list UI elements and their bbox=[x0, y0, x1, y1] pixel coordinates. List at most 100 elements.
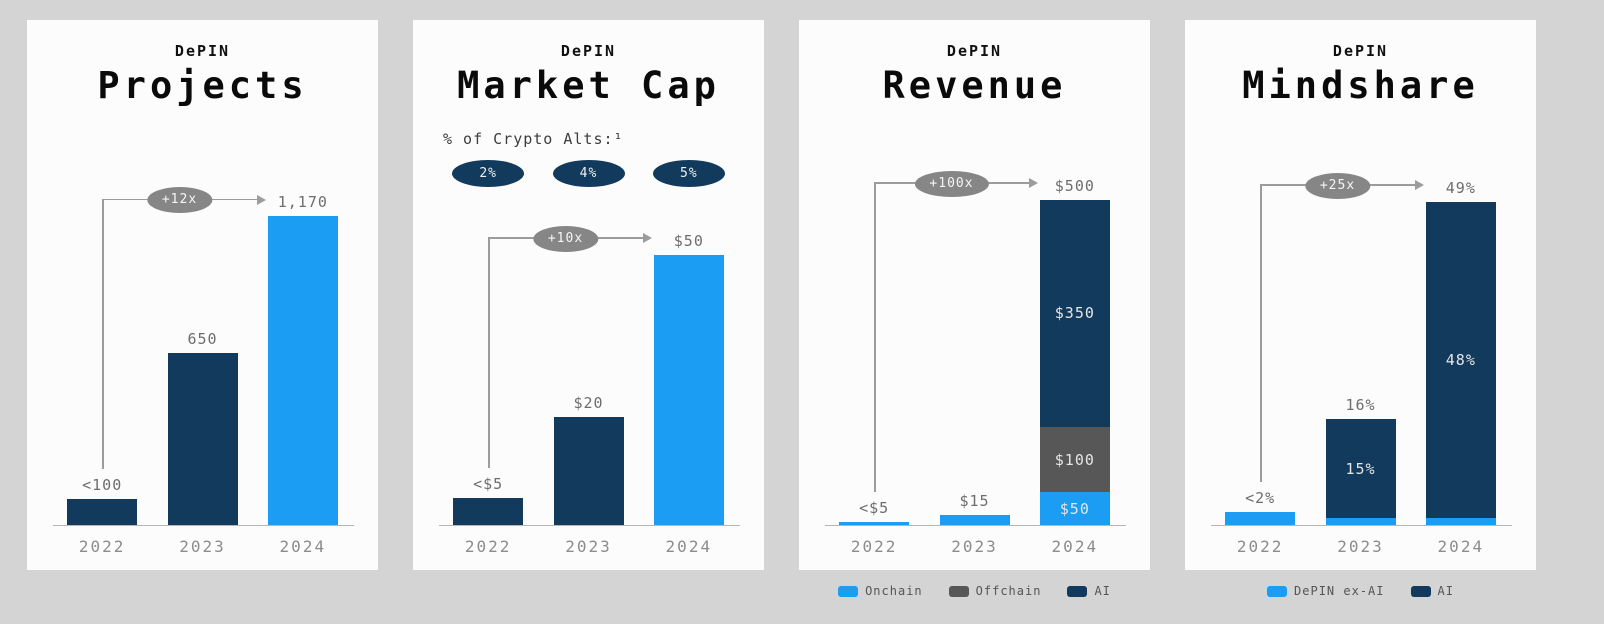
panel-projects: DePIN Projects <100 650 1,170 +12x 2022 202… bbox=[27, 20, 378, 570]
panel-kicker: DePIN bbox=[1332, 42, 1389, 60]
legend-label: Offchain bbox=[975, 584, 1042, 598]
bar-segment-2022 bbox=[839, 521, 910, 525]
legend-swatch-ai bbox=[1067, 585, 1088, 597]
x-tick: 2023 bbox=[565, 537, 612, 556]
bar-segment-2023 bbox=[1325, 518, 1396, 525]
growth-multiple-badge: +12x bbox=[146, 187, 213, 214]
bar-value-label: $500 bbox=[1054, 176, 1095, 195]
growth-multiple-badge: +25x bbox=[1304, 172, 1371, 199]
legend-item-depin-ex-ai: DePIN ex-AI bbox=[1267, 584, 1384, 598]
panel-mindshare: DePIN Mindshare <2% 15% 16% 48% 49% +25x 2022… bbox=[1185, 20, 1536, 570]
legend-label: Onchain bbox=[865, 584, 923, 598]
revenue-legend: Onchain Offchain AI bbox=[799, 584, 1150, 598]
bar-segment-2022 bbox=[67, 498, 138, 525]
pct-of-crypto-alts-badge: 2% bbox=[452, 160, 525, 187]
arrow-head-icon bbox=[1414, 180, 1424, 191]
x-axis-line bbox=[439, 524, 740, 526]
bar-value-label: <100 bbox=[82, 475, 123, 494]
x-axis-line bbox=[1211, 524, 1512, 526]
arrow-vertical-line bbox=[874, 183, 876, 492]
bar-segment-2023 bbox=[167, 353, 238, 525]
bar-segment-2023 bbox=[939, 515, 1010, 525]
arrow-head-icon bbox=[256, 194, 266, 205]
panel-title: Market Cap bbox=[457, 64, 720, 107]
x-axis-line bbox=[53, 524, 354, 526]
segment-value-label: $100 bbox=[1054, 450, 1095, 469]
legend-item-onchain: Onchain bbox=[838, 584, 923, 598]
column-market-cap: DePIN Market Cap % of Crypto Alts:¹ <$5 $… bbox=[413, 20, 764, 570]
x-axis-line bbox=[825, 524, 1126, 526]
x-tick: 2023 bbox=[1337, 537, 1384, 556]
bar-segment-2024 bbox=[1039, 427, 1110, 493]
segment-value-label: $50 bbox=[1059, 499, 1090, 518]
legend-label: AI bbox=[1094, 584, 1111, 598]
x-axis-labels: 2022 2023 2024 bbox=[438, 537, 739, 556]
bar-segment-2024 bbox=[653, 254, 724, 525]
bar-segment-2024 bbox=[267, 216, 338, 525]
x-tick: 2023 bbox=[179, 537, 226, 556]
x-tick: 2022 bbox=[1236, 537, 1284, 556]
x-tick: 2023 bbox=[951, 537, 998, 556]
x-axis-labels: 2022 2023 2024 bbox=[52, 537, 353, 556]
panel-kicker: DePIN bbox=[174, 42, 231, 60]
x-tick: 2022 bbox=[464, 537, 512, 556]
growth-multiple-badge: +10x bbox=[532, 225, 599, 252]
arrow-head-icon bbox=[1028, 178, 1038, 189]
x-axis-labels: 2022 2023 2024 bbox=[1210, 537, 1511, 556]
arrow-head-icon bbox=[642, 233, 652, 244]
panel-kicker: DePIN bbox=[946, 42, 1003, 60]
bar-segment-2023 bbox=[553, 416, 624, 525]
pct-of-crypto-alts-badge: 5% bbox=[652, 160, 725, 187]
revenue-stacked-bar-chart: <$5 $15 $50 $100 $350 $500 +100x bbox=[824, 155, 1125, 525]
bar-segment-2022 bbox=[453, 497, 524, 525]
bar-value-label: <$5 bbox=[859, 498, 890, 517]
x-tick: 2022 bbox=[78, 537, 126, 556]
arrow-vertical-line bbox=[488, 238, 490, 468]
legend-swatch-depin-ex-ai bbox=[1267, 585, 1288, 597]
segment-value-label: 15% bbox=[1345, 459, 1376, 478]
x-axis-labels: 2022 2023 2024 bbox=[824, 537, 1125, 556]
bar-value-label: $15 bbox=[959, 492, 990, 511]
x-tick: 2024 bbox=[665, 537, 713, 556]
column-mindshare: DePIN Mindshare <2% 15% 16% 48% 49% +25x 2022… bbox=[1185, 20, 1536, 598]
legend-swatch-ai bbox=[1410, 585, 1431, 597]
legend-item-ai: AI bbox=[1067, 584, 1110, 598]
segment-value-label: 48% bbox=[1445, 351, 1476, 369]
bar-value-label: $20 bbox=[573, 393, 604, 412]
mindshare-legend: DePIN ex-AI AI bbox=[1185, 584, 1536, 598]
pct-of-crypto-alts-subtitle: % of Crypto Alts:¹ bbox=[443, 130, 624, 148]
bar-value-label: 16% bbox=[1345, 396, 1376, 415]
x-tick: 2024 bbox=[1437, 537, 1485, 556]
bar-value-label: <$5 bbox=[473, 474, 504, 493]
panel-title: Mindshare bbox=[1242, 64, 1479, 107]
arrow-vertical-line bbox=[102, 200, 104, 469]
bar-segment-2022 bbox=[1225, 511, 1296, 525]
legend-item-ai: AI bbox=[1410, 584, 1454, 598]
x-tick: 2022 bbox=[850, 537, 898, 556]
mindshare-stacked-bar-chart: <2% 15% 16% 48% 49% +25x bbox=[1210, 155, 1511, 525]
bar-value-label: $50 bbox=[673, 231, 704, 250]
legend-swatch-onchain bbox=[838, 585, 859, 597]
bar-segment-2024 bbox=[1039, 492, 1110, 525]
panel-title: Revenue bbox=[882, 64, 1067, 107]
bar-segment-2024 bbox=[1039, 199, 1110, 428]
arrow-vertical-line bbox=[1260, 185, 1262, 482]
panel-market-cap: DePIN Market Cap % of Crypto Alts:¹ <$5 $… bbox=[413, 20, 764, 570]
column-revenue: DePIN Revenue <$5 $15 $50 $100 $350 $500 +100x… bbox=[799, 20, 1150, 598]
panel-title: Projects bbox=[97, 64, 308, 107]
x-tick: 2024 bbox=[1051, 537, 1099, 556]
bar-segment-2024 bbox=[1425, 518, 1496, 525]
panel-kicker: DePIN bbox=[560, 42, 617, 60]
growth-multiple-badge: +100x bbox=[914, 170, 989, 197]
panel-revenue: DePIN Revenue <$5 $15 $50 $100 $350 $500 +100x… bbox=[799, 20, 1150, 570]
x-tick: 2024 bbox=[279, 537, 327, 556]
bar-segment-2023 bbox=[1325, 419, 1396, 519]
column-projects: DePIN Projects <100 650 1,170 +12x 2022 202… bbox=[27, 20, 378, 570]
projects-bar-chart: <100 650 1,170 +12x bbox=[52, 155, 353, 525]
market-cap-bar-chart: <$5 $20 $50 +10x 2% 4% 5% bbox=[438, 155, 739, 525]
segment-value-label: $350 bbox=[1054, 304, 1095, 323]
bar-value-label: <2% bbox=[1245, 488, 1276, 507]
bar-value-label: 49% bbox=[1445, 178, 1476, 197]
legend-label: AI bbox=[1437, 584, 1454, 598]
pct-of-crypto-alts-badge: 4% bbox=[552, 160, 625, 187]
